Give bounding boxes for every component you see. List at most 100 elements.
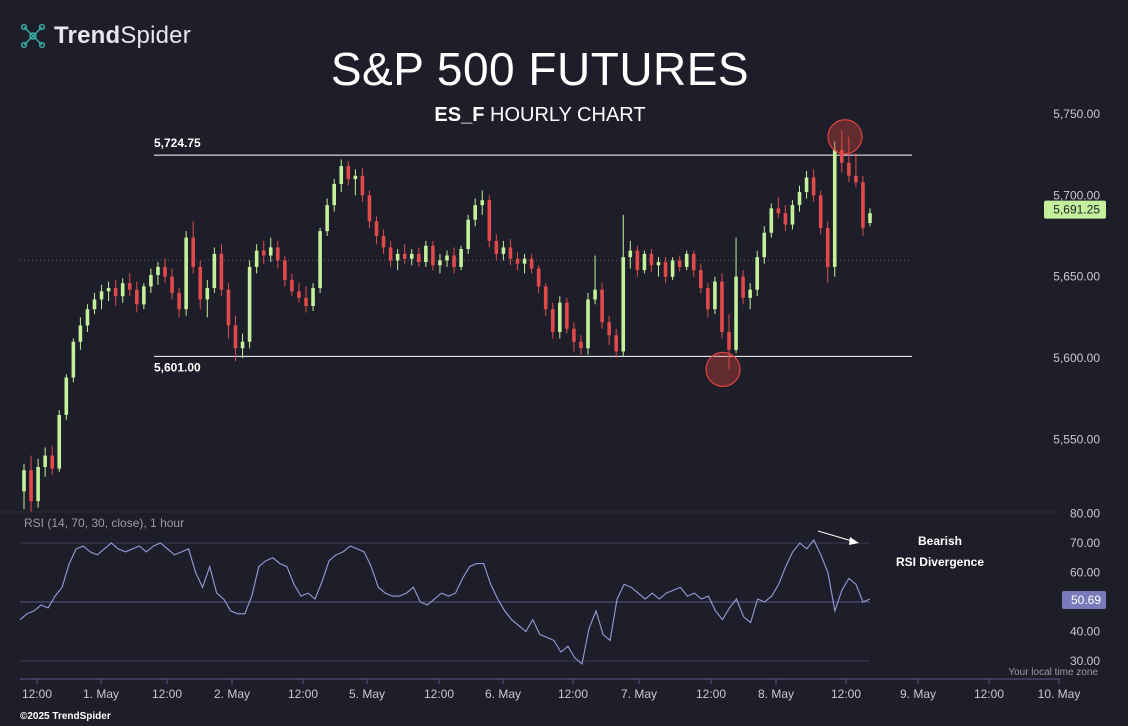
candle-body — [642, 253, 647, 271]
candle-body — [219, 253, 224, 290]
rsi-axis-tick: 30.00 — [1070, 654, 1100, 668]
candle-body — [635, 250, 640, 271]
time-axis-tick: 8. May — [758, 687, 794, 701]
candle-body — [797, 192, 802, 206]
candle-body — [558, 302, 562, 332]
candle-body — [854, 175, 858, 183]
candle-body — [374, 221, 379, 236]
candle-body — [276, 247, 280, 261]
candle-body — [156, 266, 160, 276]
candle — [550, 302, 555, 339]
candle-body — [240, 341, 245, 349]
candle — [268, 237, 273, 263]
candle — [656, 257, 661, 277]
candle — [832, 141, 837, 277]
candle — [684, 250, 689, 271]
time-axis-tick: 5. May — [349, 687, 385, 701]
candle-body — [268, 247, 273, 256]
candle-body — [713, 281, 717, 310]
candle — [579, 335, 583, 355]
time-axis-tick: 12:00 — [22, 687, 52, 701]
candle-body — [600, 289, 604, 323]
candle — [198, 260, 203, 310]
candle — [522, 253, 527, 274]
candle — [494, 234, 499, 261]
candle-body — [684, 253, 689, 267]
candle — [847, 136, 851, 183]
candle — [99, 284, 104, 310]
time-axis-tick: 9. May — [900, 687, 936, 701]
candle — [276, 240, 280, 269]
candle-body — [36, 466, 40, 502]
candle-body — [339, 166, 344, 184]
candle-body — [466, 219, 470, 250]
candle — [628, 240, 633, 269]
candle-body — [149, 275, 153, 287]
candle-body — [847, 162, 851, 176]
candle — [318, 227, 322, 293]
candle-body — [254, 250, 259, 267]
candle-body — [748, 289, 752, 298]
candle — [480, 190, 485, 215]
candle-body — [297, 291, 301, 298]
candle — [572, 322, 576, 352]
rsi-line — [19, 538, 871, 666]
candle-body — [621, 257, 626, 352]
candle — [402, 244, 407, 264]
candle — [142, 283, 146, 310]
candle — [71, 338, 76, 383]
candle — [438, 253, 442, 274]
candle — [670, 257, 675, 280]
candle — [311, 283, 315, 311]
candle — [184, 231, 188, 316]
candle-body — [142, 286, 146, 305]
annotation-line-2: RSI Divergence — [895, 555, 985, 569]
candle-body — [445, 255, 449, 261]
candle — [811, 169, 816, 202]
candle-body — [607, 322, 611, 336]
candle-body — [290, 279, 294, 292]
candle — [113, 279, 118, 306]
candle — [254, 244, 259, 274]
candle-body — [452, 255, 456, 267]
candle-body — [861, 182, 865, 228]
candle-body — [691, 253, 696, 271]
time-axis-tick: 12:00 — [152, 687, 182, 701]
candle-body — [776, 208, 781, 214]
candle-body — [832, 149, 837, 267]
candle — [247, 260, 252, 349]
last-price-label: 5,691.25 — [1053, 203, 1100, 217]
candle-body — [247, 266, 252, 342]
candle — [233, 315, 238, 362]
candle — [727, 314, 731, 370]
candle-body — [720, 281, 724, 332]
candle — [565, 297, 569, 334]
candle-body — [790, 205, 795, 225]
chart-title: S&P 500 FUTURES — [330, 43, 750, 95]
candle — [417, 247, 421, 267]
candle — [797, 185, 802, 212]
candle — [78, 317, 83, 350]
candle-body — [656, 262, 661, 266]
candle — [487, 195, 492, 248]
candle-body — [727, 331, 731, 350]
candle-body — [71, 341, 76, 378]
candle — [163, 258, 167, 284]
candle-body — [261, 250, 266, 256]
candle-body — [868, 213, 872, 223]
price-axis-tick: 5,700.00 — [1053, 188, 1100, 202]
time-axis-tick: 10. May — [1038, 687, 1081, 701]
rsi-last-value-label: 50.69 — [1071, 593, 1101, 607]
candle — [734, 237, 738, 354]
rsi-line-group — [19, 538, 871, 666]
candle — [635, 245, 640, 277]
candle — [50, 445, 54, 476]
price-axis-tick: 5,650.00 — [1053, 270, 1100, 284]
candle — [854, 153, 858, 188]
candle-body — [699, 270, 703, 289]
candle-body — [191, 237, 195, 267]
divergence-arrow-head — [849, 537, 859, 545]
local-time-zone-label[interactable]: Your local time zone — [1008, 667, 1098, 678]
candle-body — [50, 455, 54, 469]
